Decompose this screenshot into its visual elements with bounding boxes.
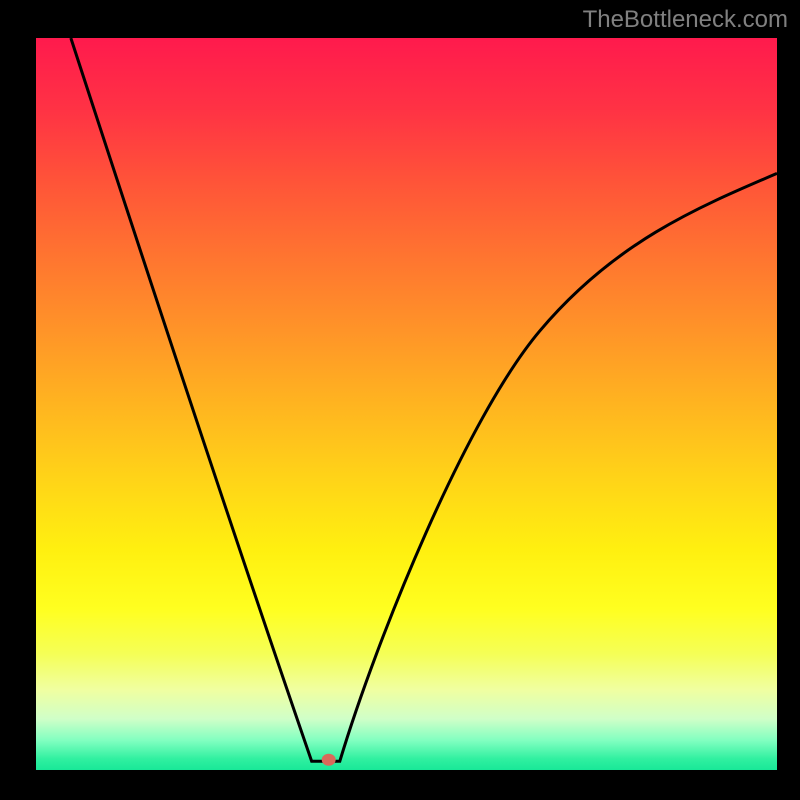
bottleneck-chart xyxy=(0,0,800,800)
minimum-marker-dot xyxy=(322,754,336,766)
watermark-text: TheBottleneck.com xyxy=(583,6,788,34)
chart-plot-background xyxy=(36,38,777,770)
